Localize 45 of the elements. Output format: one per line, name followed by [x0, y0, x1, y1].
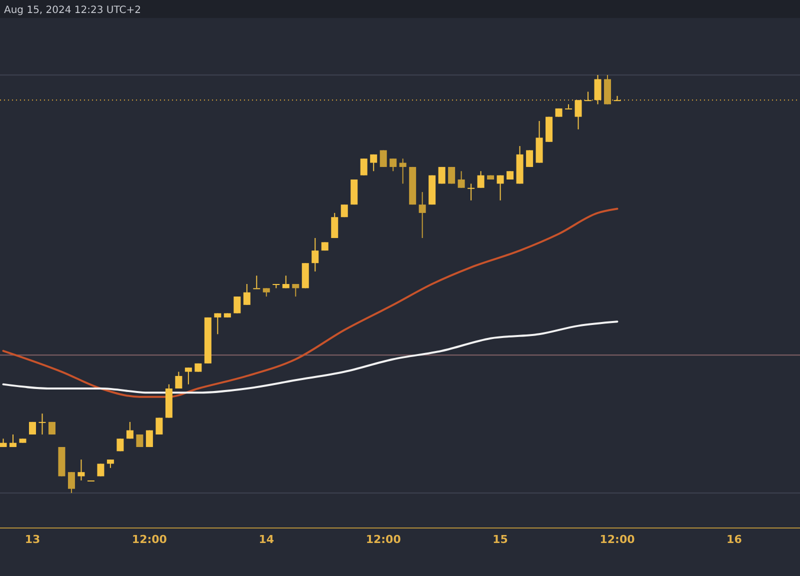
candlestick — [390, 158, 397, 172]
x-tick-label: 16 — [726, 533, 742, 546]
candlestick — [48, 421, 56, 435]
candlestick — [468, 183, 475, 201]
candlestick — [399, 158, 406, 184]
candlestick — [458, 170, 465, 188]
candlestick — [175, 371, 182, 389]
x-tick-label: 12:00 — [366, 533, 402, 546]
x-tick-label: 15 — [492, 533, 508, 546]
candlestick — [477, 170, 484, 188]
candlestick — [380, 150, 387, 168]
candlestick — [68, 472, 75, 494]
candlestick — [243, 284, 250, 306]
candlestick — [594, 74, 602, 105]
candlestick — [184, 367, 192, 385]
candlestick — [574, 100, 582, 130]
candlestick — [565, 104, 572, 110]
candlestick — [496, 174, 504, 201]
candlestick — [78, 459, 85, 481]
candlestick — [126, 421, 134, 440]
candlestick — [156, 417, 163, 435]
candlestick — [116, 438, 124, 452]
candlestick — [234, 296, 241, 314]
x-tick-label: 13 — [24, 533, 40, 546]
text: Aug 15, 2024 12:23 UTC+2 — [4, 5, 141, 16]
candlestick — [28, 421, 36, 435]
candlestick — [292, 284, 300, 298]
candlestick — [38, 413, 46, 435]
candlestick — [312, 238, 319, 272]
candlestick — [253, 275, 260, 290]
candlestick — [282, 275, 290, 289]
candlestick — [9, 434, 16, 448]
x-tick-label: 12:00 — [600, 533, 636, 546]
candlestick — [418, 192, 426, 239]
candlestick — [340, 204, 348, 218]
candlestick — [360, 158, 368, 176]
candlestick — [584, 91, 592, 102]
x-tick-label: 14 — [258, 533, 274, 546]
candlestick — [331, 212, 338, 239]
candlestick — [526, 150, 534, 168]
candlestick — [370, 154, 378, 172]
candlestick — [614, 95, 621, 102]
candlestick — [214, 312, 222, 335]
candlestick — [97, 463, 104, 477]
x-tick-label: 12:00 — [132, 533, 168, 546]
